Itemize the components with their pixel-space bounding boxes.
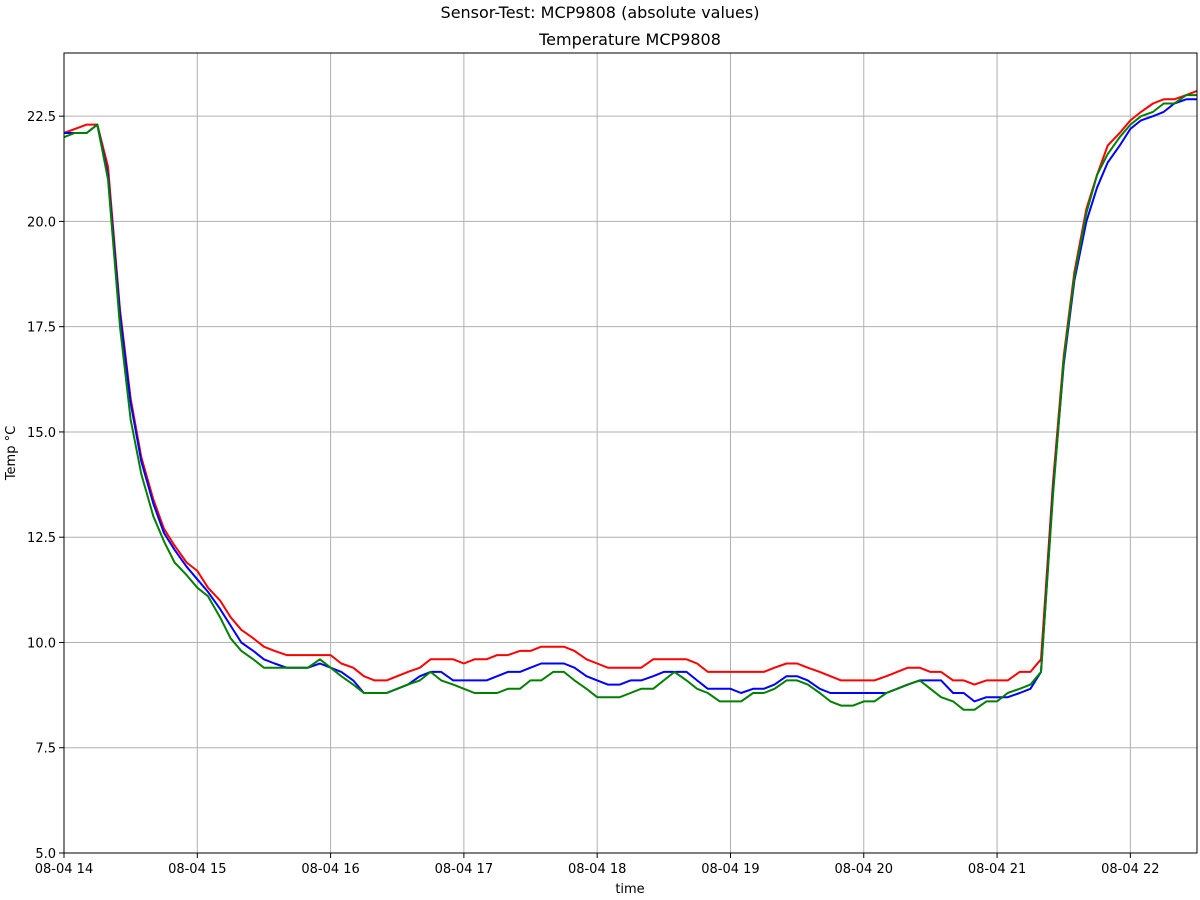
x-tick-label: 08-04 20 [835,862,893,877]
series-line-1 [63,89,1198,686]
y-tick-label: 7.5 [35,742,56,757]
x-tick-label: 08-04 22 [1101,862,1159,877]
x-tick-label: 08-04 18 [568,862,626,877]
grid-lines [63,53,1197,854]
series-lines [63,89,1198,711]
y-tick-label: 5.0 [35,847,56,862]
y-tick-label: 22.5 [27,110,56,125]
x-tick-label: 08-04 14 [35,862,93,877]
plot-frame [63,52,1198,854]
x-axis-ticks: 08-04 14 08-04 15 08-04 16 08-04 17 08-04 18… [35,853,1160,877]
y-tick-label: 10.0 [27,636,56,651]
y-tick-label: 17.5 [27,321,56,336]
x-tick-label: 08-04 21 [968,862,1026,877]
series-line-3 [63,94,1197,711]
chart-title: Temperature MCP9808 [538,30,721,49]
y-tick-label: 20.0 [27,215,56,230]
y-tick-label: 15.0 [27,426,56,441]
y-axis-label: Temp °C [4,426,19,481]
x-axis-label: time [615,882,644,897]
y-axis-ticks: 5.0 7.5 10.0 12.5 15.0 17.5 20.0 22.5 [27,110,64,862]
figure-suptitle: Sensor-Test: MCP9808 (absolute values) [441,3,760,22]
y-tick-label: 12.5 [27,531,56,546]
x-tick-label: 08-04 15 [168,862,226,877]
x-tick-label: 08-04 16 [301,862,359,877]
series-line-2 [64,98,1197,703]
x-tick-label: 08-04 17 [435,862,493,877]
x-tick-label: 08-04 19 [701,862,759,877]
